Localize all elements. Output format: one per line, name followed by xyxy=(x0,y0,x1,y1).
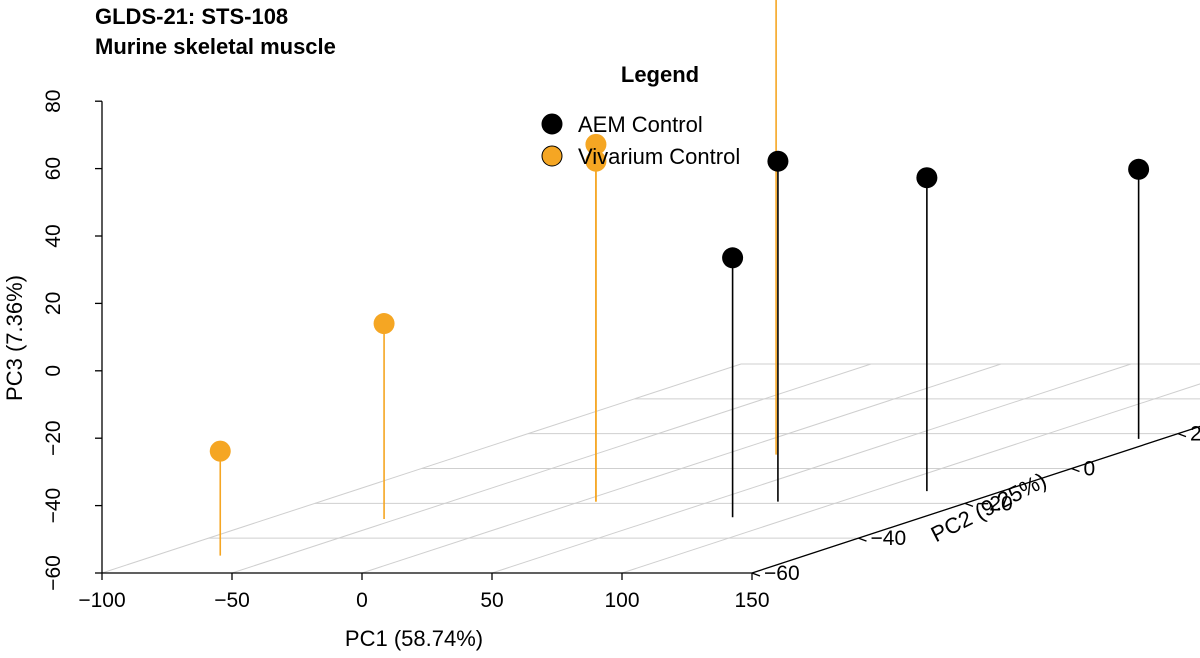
y-tick-label-4: 20 xyxy=(1190,423,1200,446)
x-tick-label-4: 100 xyxy=(604,589,639,612)
point-aem-2 xyxy=(916,167,938,189)
x-tick-label-2: 0 xyxy=(356,589,368,612)
z-tick-label-6: 60 xyxy=(42,157,65,180)
stems xyxy=(219,0,1140,556)
x-axis-label: PC1 (58.74%) xyxy=(345,626,483,651)
z-tick-label-1: −40 xyxy=(42,488,65,524)
y-tick-mark-0 xyxy=(751,572,761,577)
point-vivarium-0 xyxy=(209,440,231,462)
x-tick-label-5: 150 xyxy=(734,589,769,612)
legend-label-aem: AEM Control xyxy=(578,112,703,137)
legend: Legend AEM Control Vivarium Control xyxy=(541,62,740,169)
legend-label-vivarium: Vivarium Control xyxy=(578,144,740,169)
chart-title-line-2: Murine skeletal muscle xyxy=(95,34,336,59)
chart-title-line-1: GLDS-21: STS-108 xyxy=(95,4,288,29)
x-tick-label-0: −100 xyxy=(78,589,125,612)
point-vivarium-3 xyxy=(585,150,607,172)
point-vivarium-1 xyxy=(373,313,395,335)
y-tick-label-0: −60 xyxy=(764,562,800,585)
y-tick-label-1: −40 xyxy=(871,527,907,550)
legend-swatch-vivarium xyxy=(541,145,563,167)
y-tick-label-3: 0 xyxy=(1084,457,1096,480)
z-tick-label-7: 80 xyxy=(42,90,65,113)
tick-labels: −100 −50 0 50 100 150 −60 −40 −20 0 20 40 60 −60 −40 −2… xyxy=(42,90,1200,612)
z-tick-label-2: −20 xyxy=(42,420,65,456)
y-tick-mark-2 xyxy=(964,502,974,507)
y-tick-mark-4 xyxy=(1177,433,1187,438)
z-axis-label: PC3 (7.36%) xyxy=(2,275,27,401)
x-tick-label-3: 50 xyxy=(480,589,503,612)
y-tick-mark-1 xyxy=(858,537,867,542)
y-tick-label-2: −20 xyxy=(977,492,1013,515)
data-points xyxy=(209,133,1150,462)
z-tick-label-4: 20 xyxy=(42,292,65,315)
point-aem-1 xyxy=(722,247,744,269)
legend-swatch-aem xyxy=(541,113,563,135)
x-tick-label-1: −50 xyxy=(214,589,250,612)
y-tick-mark-3 xyxy=(1071,467,1080,473)
z-tick-label-5: 40 xyxy=(42,224,65,247)
y-axis-label: PC2 (9.25%) xyxy=(927,468,1051,547)
point-vivarium-2 xyxy=(585,133,607,155)
point-aem-0 xyxy=(767,150,789,172)
point-aem-3 xyxy=(1128,158,1150,180)
axes xyxy=(101,101,1200,574)
legend-title: Legend xyxy=(621,62,699,87)
z-tick-label-3: 0 xyxy=(42,365,65,377)
z-tick-label-0: −60 xyxy=(42,555,65,591)
